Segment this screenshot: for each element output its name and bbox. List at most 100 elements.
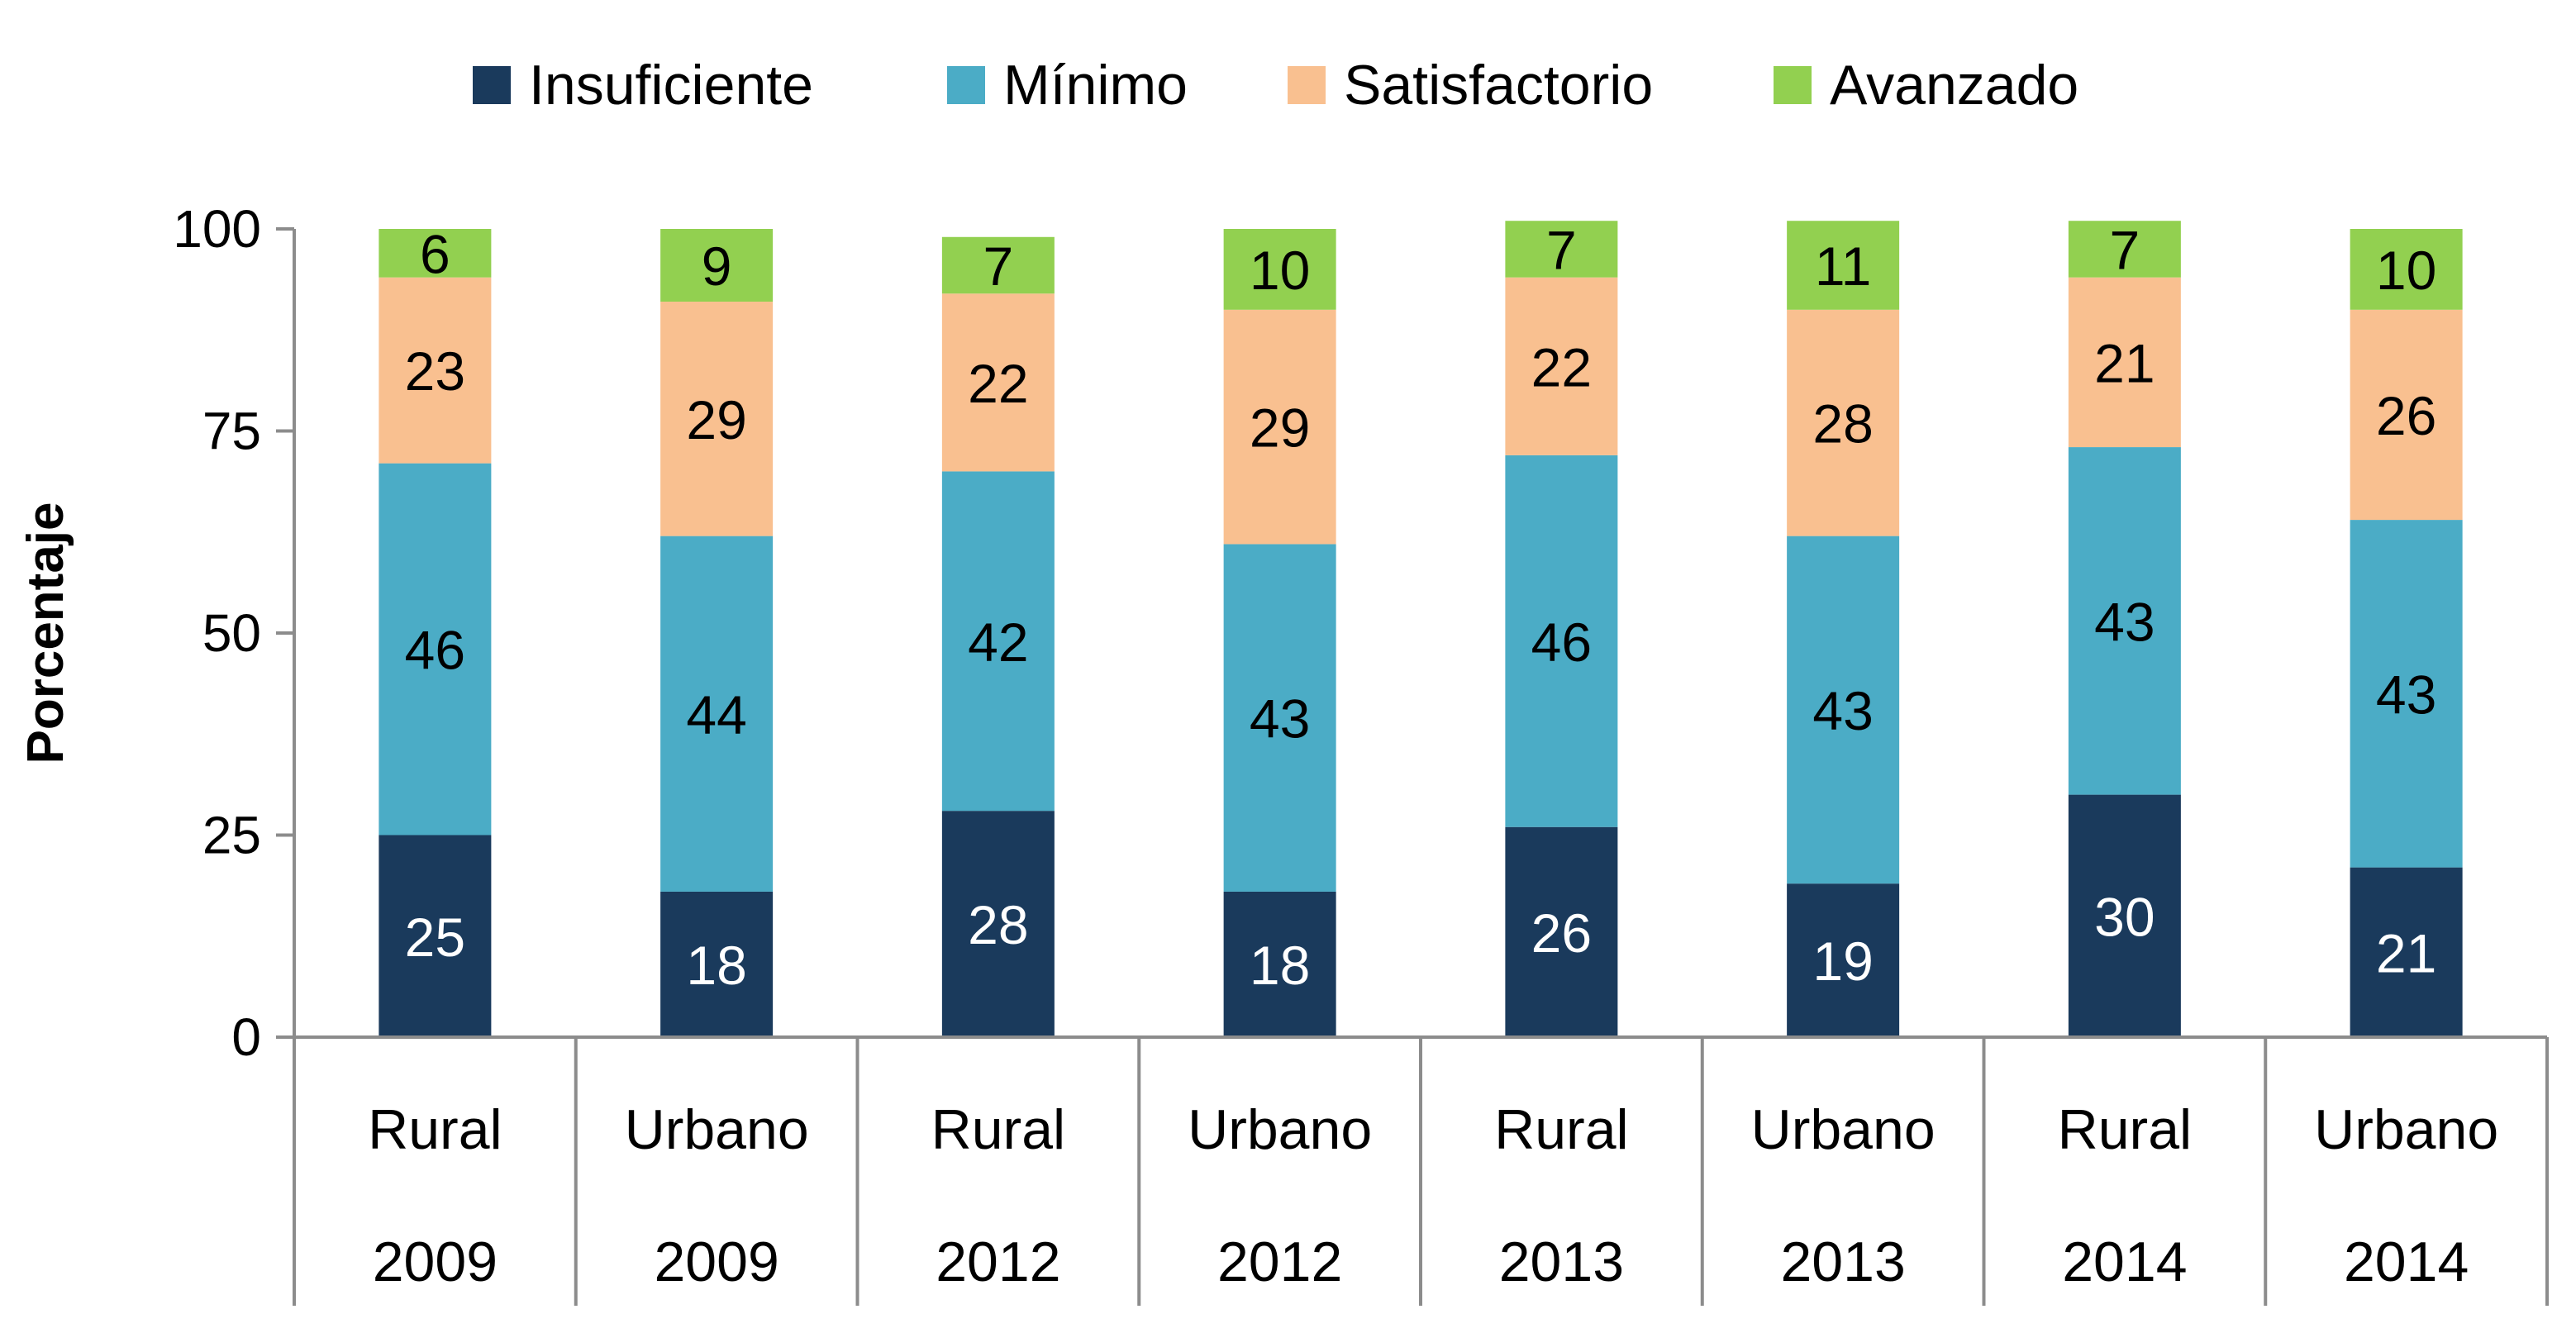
data-label: 30 xyxy=(2094,886,2155,947)
bar-segment xyxy=(2350,867,2463,1037)
x-category-year: 2009 xyxy=(654,1231,779,1293)
data-label: 18 xyxy=(1250,935,1310,996)
data-label: 18 xyxy=(686,935,746,996)
data-label: 11 xyxy=(1815,236,1872,297)
data-label: 28 xyxy=(968,894,1028,955)
bar-segment xyxy=(1787,221,1900,310)
legend-swatch xyxy=(947,66,985,104)
data-label: 46 xyxy=(405,620,465,681)
bar-segment xyxy=(660,229,774,302)
bar-segment xyxy=(1505,455,1618,827)
bar-segment xyxy=(379,463,492,836)
bar-segment xyxy=(1223,544,1336,892)
x-category-label: Urbano xyxy=(1188,1098,1372,1161)
data-label: 7 xyxy=(2110,219,2140,280)
y-axis: 0 25 50 75 100 xyxy=(173,199,296,1067)
data-label: 25 xyxy=(405,907,465,968)
bar-segment xyxy=(1787,536,1900,884)
data-label: 42 xyxy=(968,612,1028,673)
bars: 25 46 23 6 18 44 29 9 28 42 22 7 18 43 29 10 26 46 22 7 19 43… xyxy=(379,219,2463,1037)
x-category-year: 2009 xyxy=(373,1231,498,1293)
bar-segment xyxy=(379,277,492,464)
x-category-year: 2013 xyxy=(1780,1231,1905,1293)
bar-segment xyxy=(1505,221,1618,278)
bar-segment xyxy=(941,811,1055,1037)
data-label: 23 xyxy=(405,340,465,402)
y-axis-title: Porcentaje xyxy=(17,502,74,764)
bar-segment xyxy=(660,302,774,536)
y-tick-label: 0 xyxy=(231,1007,261,1067)
data-label: 29 xyxy=(1250,398,1310,459)
data-label: 21 xyxy=(2376,922,2436,983)
bar-segment xyxy=(1223,229,1336,310)
data-label: 7 xyxy=(1546,219,1577,280)
data-label: 26 xyxy=(2376,385,2436,446)
bar-segment xyxy=(2068,221,2181,278)
bar-segment xyxy=(1787,309,1900,536)
x-category-year: 2012 xyxy=(1217,1231,1342,1293)
data-label: 10 xyxy=(2376,240,2436,301)
bar-segment xyxy=(1505,277,1618,455)
data-label: 43 xyxy=(2094,591,2155,652)
x-category-label: Urbano xyxy=(625,1098,809,1161)
bar-segment xyxy=(2068,277,2181,448)
x-category-label: Urbano xyxy=(2314,1098,2498,1161)
data-label: 43 xyxy=(1250,688,1310,750)
bar-segment xyxy=(2350,520,2463,868)
legend-label: Avanzado xyxy=(1830,54,2078,117)
bar-segment xyxy=(379,229,492,278)
x-category-year: 2012 xyxy=(936,1231,1060,1293)
bar-segment xyxy=(2350,309,2463,521)
bar-segment xyxy=(2350,229,2463,310)
data-label: 44 xyxy=(686,684,746,745)
bar-segment xyxy=(660,891,774,1037)
y-tick-label: 75 xyxy=(202,402,261,461)
legend-label: Mínimo xyxy=(1003,54,1188,117)
bar-segment xyxy=(1505,826,1618,1037)
bar-segment xyxy=(941,236,1055,294)
x-category-year: 2014 xyxy=(2344,1231,2469,1293)
data-label: 9 xyxy=(702,236,732,297)
bar-segment xyxy=(379,835,492,1037)
x-category-year: 2014 xyxy=(2062,1231,2187,1293)
data-label: 19 xyxy=(1812,931,1873,992)
x-category-label: Urbano xyxy=(1751,1098,1936,1161)
legend: Insuficiente Mínimo Satisfactorio Avanzado xyxy=(473,54,2078,117)
legend-label: Insuficiente xyxy=(529,54,813,117)
x-category-label: Rural xyxy=(931,1098,1066,1161)
x-category-label: Rural xyxy=(1494,1098,1629,1161)
legend-swatch xyxy=(1774,66,1812,104)
data-label: 7 xyxy=(983,236,1014,297)
data-label: 28 xyxy=(1812,393,1873,455)
y-axis-title-group: Porcentaje xyxy=(17,502,74,764)
data-label: 22 xyxy=(1531,336,1592,398)
data-label: 29 xyxy=(686,389,746,450)
x-category-label: Rural xyxy=(2058,1098,2193,1161)
data-label: 43 xyxy=(2376,664,2436,725)
bar-segment xyxy=(660,536,774,892)
legend-swatch xyxy=(473,66,511,104)
data-label: 43 xyxy=(1812,680,1873,741)
bar-segment xyxy=(2068,447,2181,795)
bar-segment xyxy=(941,471,1055,812)
x-category-label: Rural xyxy=(368,1098,502,1161)
x-category-year: 2013 xyxy=(1499,1231,1624,1293)
data-label: 46 xyxy=(1531,612,1592,673)
bar-segment xyxy=(1223,891,1336,1037)
data-label: 22 xyxy=(968,353,1028,414)
bar-segment xyxy=(2068,794,2181,1037)
legend-swatch xyxy=(1288,66,1326,104)
y-tick-label: 50 xyxy=(202,603,261,663)
bar-segment xyxy=(1787,883,1900,1037)
data-label: 21 xyxy=(2094,332,2155,393)
bar-segment xyxy=(1223,309,1336,545)
x-axis: Rural 2009 Urbano 2009 Rural 2012 Urbano 2012 Ru… xyxy=(293,1035,2549,1306)
bar-segment xyxy=(941,293,1055,472)
data-label: 6 xyxy=(420,223,450,284)
data-label: 10 xyxy=(1250,240,1310,301)
y-tick-label: 25 xyxy=(202,806,261,865)
data-label: 26 xyxy=(1531,902,1592,964)
legend-label: Satisfactorio xyxy=(1344,54,1653,117)
y-tick-label: 100 xyxy=(173,199,261,259)
